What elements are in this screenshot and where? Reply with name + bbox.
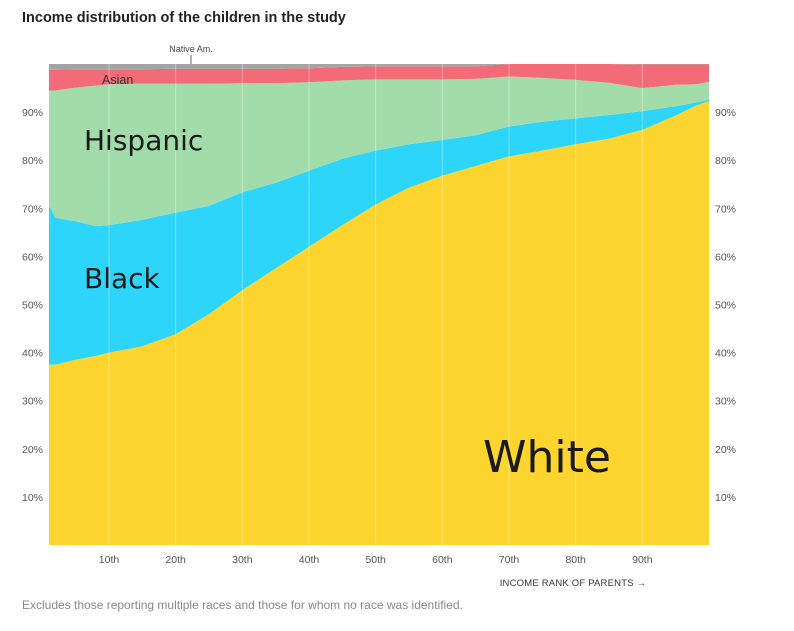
y-tick-label-left: 10% (22, 492, 43, 504)
y-axis-left: 10% 20% 30% 40% 50% 60% 70% 80% 90% (22, 107, 43, 504)
x-tick-label: 90th (632, 554, 653, 566)
y-tick-label-right: 80% (715, 155, 736, 167)
x-tick-label: 30th (232, 554, 253, 566)
series-label-hispanic: Hispanic (84, 124, 203, 157)
y-tick-label-right: 20% (715, 444, 736, 456)
x-tick-label: 10th (99, 554, 120, 566)
x-tick-label: 70th (499, 554, 520, 566)
area-asian (49, 64, 709, 91)
x-tick-label: 50th (365, 554, 386, 566)
gridlines (108, 64, 643, 545)
y-tick-label-left: 30% (22, 396, 43, 408)
x-tick-label: 20th (165, 554, 186, 566)
y-tick-label-left: 40% (22, 348, 43, 360)
footnote: Excludes those reporting multiple races … (22, 598, 463, 612)
y-tick-label-left: 50% (22, 300, 43, 312)
y-tick-label-right: 40% (715, 348, 736, 360)
stacked-areas (49, 64, 709, 545)
y-tick-label-left: 80% (22, 155, 43, 167)
series-label-black: Black (84, 262, 161, 295)
series-label-white: White (483, 432, 611, 483)
y-tick-label-right: 10% (715, 492, 736, 504)
y-tick-label-right: 70% (715, 203, 736, 215)
y-tick-label-left: 90% (22, 107, 43, 119)
x-tick-label: 80th (565, 554, 586, 566)
series-label-asian: Asian (102, 73, 133, 87)
y-tick-label-left: 70% (22, 203, 43, 215)
area-native-am (49, 64, 709, 70)
y-axis-right: 10% 20% 30% 40% 50% 60% 70% 80% 90% (715, 107, 736, 504)
y-tick-label-right: 90% (715, 107, 736, 119)
x-axis-label: INCOME RANK OF PARENTS → (500, 578, 647, 589)
y-tick-label-left: 60% (22, 251, 43, 263)
y-tick-label-right: 30% (715, 396, 736, 408)
x-tick-label: 40th (299, 554, 320, 566)
y-tick-label-left: 20% (22, 444, 43, 456)
area-hispanic (49, 76, 709, 227)
y-tick-label-right: 50% (715, 300, 736, 312)
x-tick-label: 60th (432, 554, 453, 566)
chart-title: Income distribution of the children in t… (22, 10, 346, 26)
area-black (49, 99, 709, 365)
area-white (49, 101, 709, 545)
x-axis: 10th 20th 30th 40th 50th 60th 70th 80th 90th (99, 554, 653, 566)
y-tick-label-right: 60% (715, 251, 736, 263)
series-label-native-am: Native Am. (169, 44, 213, 54)
